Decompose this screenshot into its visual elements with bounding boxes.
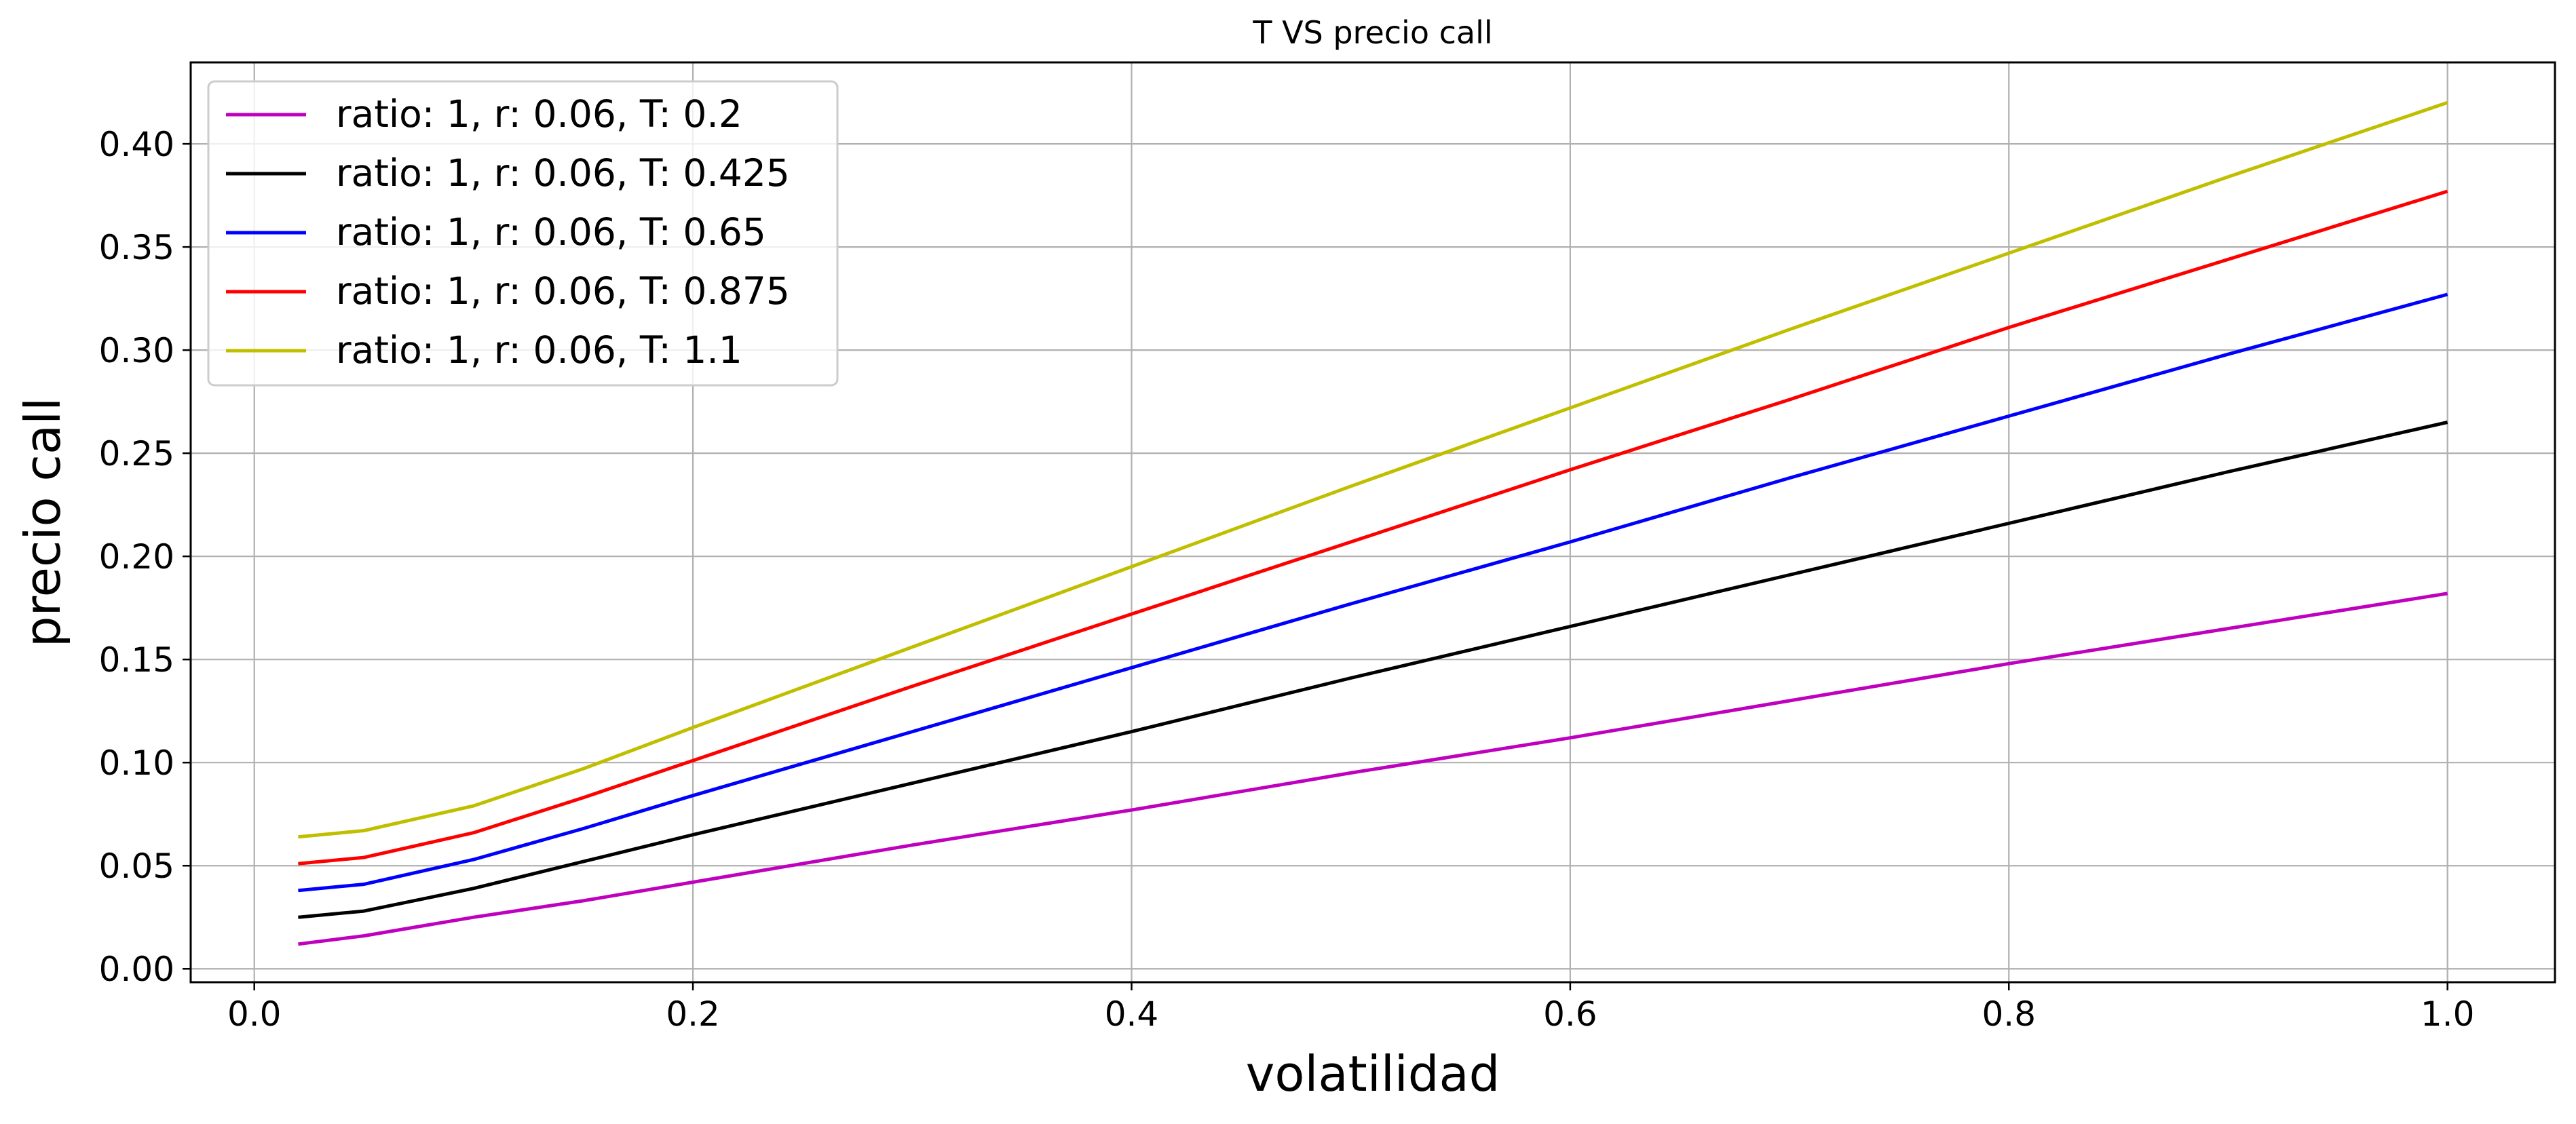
series-line-4: [298, 189, 2448, 866]
series-layer: [298, 100, 2448, 946]
y-tick-label: 0.10: [99, 743, 174, 783]
chart-title: T VS precio call: [1252, 14, 1492, 51]
series-line-3: [298, 292, 2448, 893]
series-line-5: [298, 100, 2448, 839]
x-tick-label: 0.0: [227, 994, 282, 1034]
y-tick-label: 0.35: [99, 228, 174, 267]
x-tick-label: 0.8: [1982, 994, 2036, 1034]
legend-label-2: ratio: 1, r: 0.06, T: 0.425: [336, 151, 790, 195]
plot-frame: [189, 61, 2556, 984]
y-tick-label: 0.25: [99, 434, 174, 473]
y-tick-label: 0.20: [99, 537, 174, 577]
y-tick-label: 0.15: [99, 640, 174, 680]
legend-label-1: ratio: 1, r: 0.06, T: 0.2: [336, 92, 742, 136]
series-line-1: [298, 592, 2448, 946]
legend-label-4: ratio: 1, r: 0.06, T: 0.875: [336, 269, 790, 313]
legend: ratio: 1, r: 0.06, T: 0.2 ratio: 1, r: 0.…: [207, 80, 839, 387]
x-tick-label: 0.2: [666, 994, 720, 1034]
x-tick-label: 1.0: [2421, 994, 2475, 1034]
x-tick-label: 0.6: [1543, 994, 1597, 1034]
series-line-2: [298, 421, 2448, 919]
y-axis-label: precio call: [14, 398, 71, 647]
legend-box: [207, 80, 839, 387]
legend-label-3: ratio: 1, r: 0.06, T: 0.65: [336, 210, 766, 254]
y-tick-label: 0.05: [99, 847, 174, 886]
x-tick-label: 0.4: [1105, 994, 1159, 1034]
y-tick-label: 0.40: [99, 125, 174, 164]
y-tick-label: 0.00: [99, 950, 174, 989]
legend-label-5: ratio: 1, r: 0.06, T: 1.1: [336, 328, 742, 372]
y-tick-label: 0.30: [99, 331, 174, 370]
x-axis-label: volatilidad: [1246, 1045, 1500, 1102]
tick-layer: 0.0 0.2 0.4 0.6 0.8 1.0 0.00 0.05 0.10 0.15 0.20 0.…: [99, 125, 2475, 1034]
